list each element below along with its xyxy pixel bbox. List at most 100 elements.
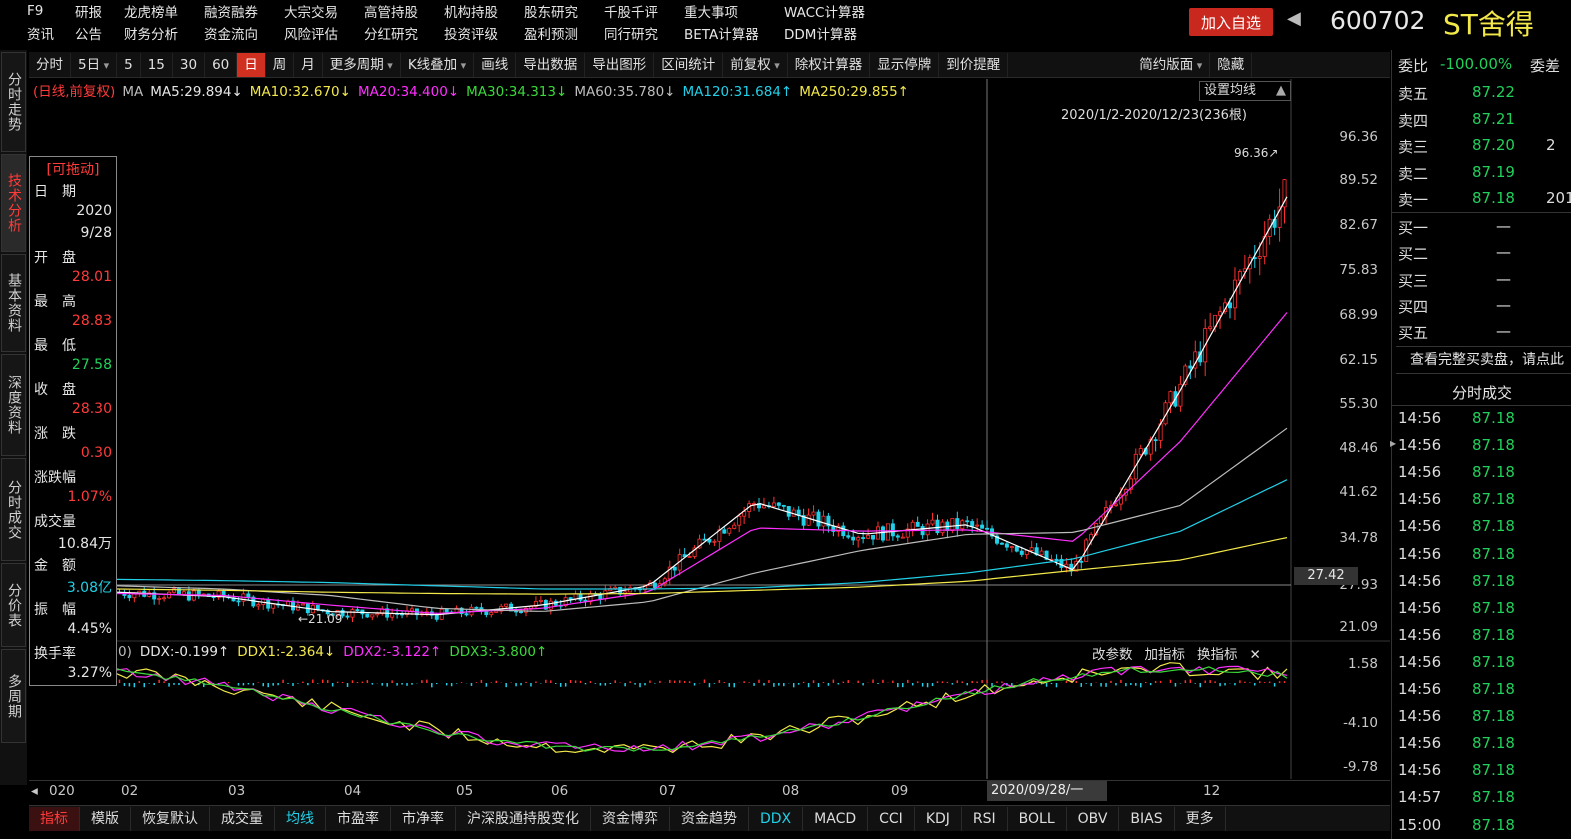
bid-row[interactable]: 买五 — xyxy=(1398,319,1571,345)
left-tab[interactable]: 分时成交 xyxy=(1,458,26,561)
add-favorite-button[interactable]: 加入自选 xyxy=(1189,8,1273,36)
period-button[interactable]: 简约版面 xyxy=(1132,52,1211,77)
trade-price: 87.18 xyxy=(1472,571,1515,590)
menu-item[interactable]: 分红研究 xyxy=(364,27,418,43)
period-button[interactable]: 30 xyxy=(173,52,206,77)
menu-item[interactable]: 大宗交易 xyxy=(284,5,338,21)
indicator-tab[interactable]: 模版 xyxy=(80,806,131,831)
menu-item[interactable]: 重大事项 xyxy=(684,5,738,21)
period-button[interactable]: 除权计算器 xyxy=(788,52,871,77)
ask-row[interactable]: 卖三 87.20 2 xyxy=(1398,133,1571,159)
menu-item[interactable]: 龙虎榜单 xyxy=(124,5,178,21)
kline-chart[interactable] xyxy=(29,79,1390,779)
menu-item[interactable]: 同行研究 xyxy=(604,27,658,43)
trade-row: 14:56 87.18 xyxy=(1398,542,1571,568)
left-tab[interactable]: 分时走势 xyxy=(1,52,26,152)
period-button[interactable]: 周 xyxy=(266,52,295,77)
indicator-button[interactable]: 换指标 xyxy=(1197,647,1238,663)
period-button[interactable]: 分时 xyxy=(29,52,71,77)
menu-item[interactable]: 风险评估 xyxy=(284,27,338,43)
menu-item[interactable]: 资讯 xyxy=(27,27,54,43)
close-icon[interactable]: ✕ xyxy=(1249,647,1261,663)
menu-item[interactable]: 盈利预测 xyxy=(524,27,578,43)
candle-body xyxy=(1183,365,1188,385)
indicator-tab[interactable]: 指标 xyxy=(29,806,80,831)
indicator-tab[interactable]: MACD xyxy=(803,806,869,831)
menu-item[interactable]: BETA计算器 xyxy=(684,27,759,43)
period-button[interactable]: 导出数据 xyxy=(516,52,586,77)
indicator-tab[interactable]: 更多 xyxy=(1175,806,1226,831)
indicator-button[interactable]: 加指标 xyxy=(1144,647,1186,663)
expand-arrow-icon[interactable]: ▸ xyxy=(1390,436,1397,450)
period-button[interactable]: 到价提醒 xyxy=(939,52,1009,77)
candle-body xyxy=(771,502,776,507)
indicator-tab[interactable]: 恢复默认 xyxy=(131,806,210,831)
bid-row[interactable]: 买四 — xyxy=(1398,293,1571,319)
indicator-tab[interactable]: KDJ xyxy=(915,806,962,831)
indicator-tab[interactable]: 市盈率 xyxy=(326,806,391,831)
period-button[interactable]: 导出图形 xyxy=(585,52,655,77)
candle-info-panel[interactable]: [可拖动] 日 期 2020 9/28 开 盘 28.01 最 高 28.83 … xyxy=(29,156,117,686)
indicator-tab[interactable]: DDX xyxy=(749,806,804,831)
indicator-tab[interactable]: BIAS xyxy=(1119,806,1175,831)
indicator-tab[interactable]: CCI xyxy=(868,806,915,831)
period-button[interactable]: 隐藏 xyxy=(1210,52,1253,77)
menu-item[interactable]: 融资融券 xyxy=(204,5,258,21)
menu-item[interactable]: F9 xyxy=(27,3,44,19)
bid-row[interactable]: 买三 — xyxy=(1398,267,1571,293)
indicator-tab[interactable]: OBV xyxy=(1067,806,1120,831)
left-tab[interactable]: 基本资料 xyxy=(1,254,26,352)
period-button[interactable]: 60 xyxy=(205,52,238,77)
period-button[interactable]: 前复权 xyxy=(723,52,788,77)
indicator-tab[interactable]: 资金博弈 xyxy=(591,806,670,831)
indicator-tab[interactable]: 均线 xyxy=(275,806,326,831)
period-button[interactable]: 日 xyxy=(237,52,266,77)
period-button[interactable]: 月 xyxy=(294,52,323,77)
period-button[interactable]: 15 xyxy=(141,52,173,77)
period-button[interactable]: 更多周期 xyxy=(323,52,401,77)
period-button[interactable]: 区间统计 xyxy=(654,52,724,77)
scroll-left-icon[interactable]: ◂ xyxy=(31,783,38,799)
left-tab[interactable]: 多周期 xyxy=(1,649,26,743)
indicator-tab[interactable]: 资金趋势 xyxy=(670,806,749,831)
menu-item[interactable]: 研报 xyxy=(75,5,102,21)
menu-item[interactable]: 公告 xyxy=(75,27,102,43)
menu-item[interactable]: DDM计算器 xyxy=(784,27,857,43)
indicator-tab[interactable]: 沪深股通持股变化 xyxy=(456,806,591,831)
indicator-tab[interactable]: 成交量 xyxy=(210,806,275,831)
menu-item[interactable]: 财务分析 xyxy=(124,27,178,43)
period-button[interactable]: 5日 xyxy=(71,52,118,77)
left-tab[interactable]: 深度资料 xyxy=(1,354,26,456)
ask-row[interactable]: 卖一 87.18 201 xyxy=(1398,186,1571,212)
back-arrow-icon[interactable]: ◀ xyxy=(1287,8,1301,29)
candle-body xyxy=(1282,179,1287,208)
set-ma-dropdown[interactable]: 设置均线 ▲ xyxy=(1199,81,1291,101)
left-tab[interactable]: 技术分析 xyxy=(1,154,26,252)
period-button[interactable]: 显示停牌 xyxy=(870,52,940,77)
indicator-tab[interactable]: RSI xyxy=(962,806,1008,831)
period-button[interactable]: 5 xyxy=(117,52,141,77)
period-button[interactable]: 画线 xyxy=(474,52,517,77)
ask-row[interactable]: 卖四 87.21 xyxy=(1398,107,1571,133)
menu-item[interactable]: 股东研究 xyxy=(524,5,578,21)
ratio-value: -100.00% xyxy=(1440,55,1513,73)
menu-item[interactable]: 投资评级 xyxy=(444,27,498,43)
candle-body xyxy=(266,598,271,609)
bid-label: 买五 xyxy=(1398,324,1429,343)
menu-item[interactable]: 资金流向 xyxy=(204,27,258,43)
bid-row[interactable]: 买一 — xyxy=(1398,214,1571,240)
bid-row[interactable]: 买二 — xyxy=(1398,240,1571,266)
period-button[interactable]: K线叠加 xyxy=(401,52,475,77)
indicator-tab[interactable]: BOLL xyxy=(1008,806,1067,831)
indicator-button[interactable]: 改参数 xyxy=(1092,647,1133,663)
indicator-tab[interactable]: 市净率 xyxy=(391,806,456,831)
left-tab[interactable]: 分价表 xyxy=(1,563,26,647)
close-value: 28.30 xyxy=(71,401,112,417)
menu-item[interactable]: 高管持股 xyxy=(364,5,418,21)
menu-item[interactable]: 机构持股 xyxy=(444,5,498,21)
ask-row[interactable]: 卖五 87.22 xyxy=(1398,80,1571,106)
full-order-book-link[interactable]: 查看完整买卖盘，请点此 xyxy=(1396,346,1571,374)
menu-item[interactable]: WACC计算器 xyxy=(784,5,865,21)
ask-row[interactable]: 卖二 87.19 xyxy=(1398,160,1571,186)
menu-item[interactable]: 千股千评 xyxy=(604,5,658,21)
